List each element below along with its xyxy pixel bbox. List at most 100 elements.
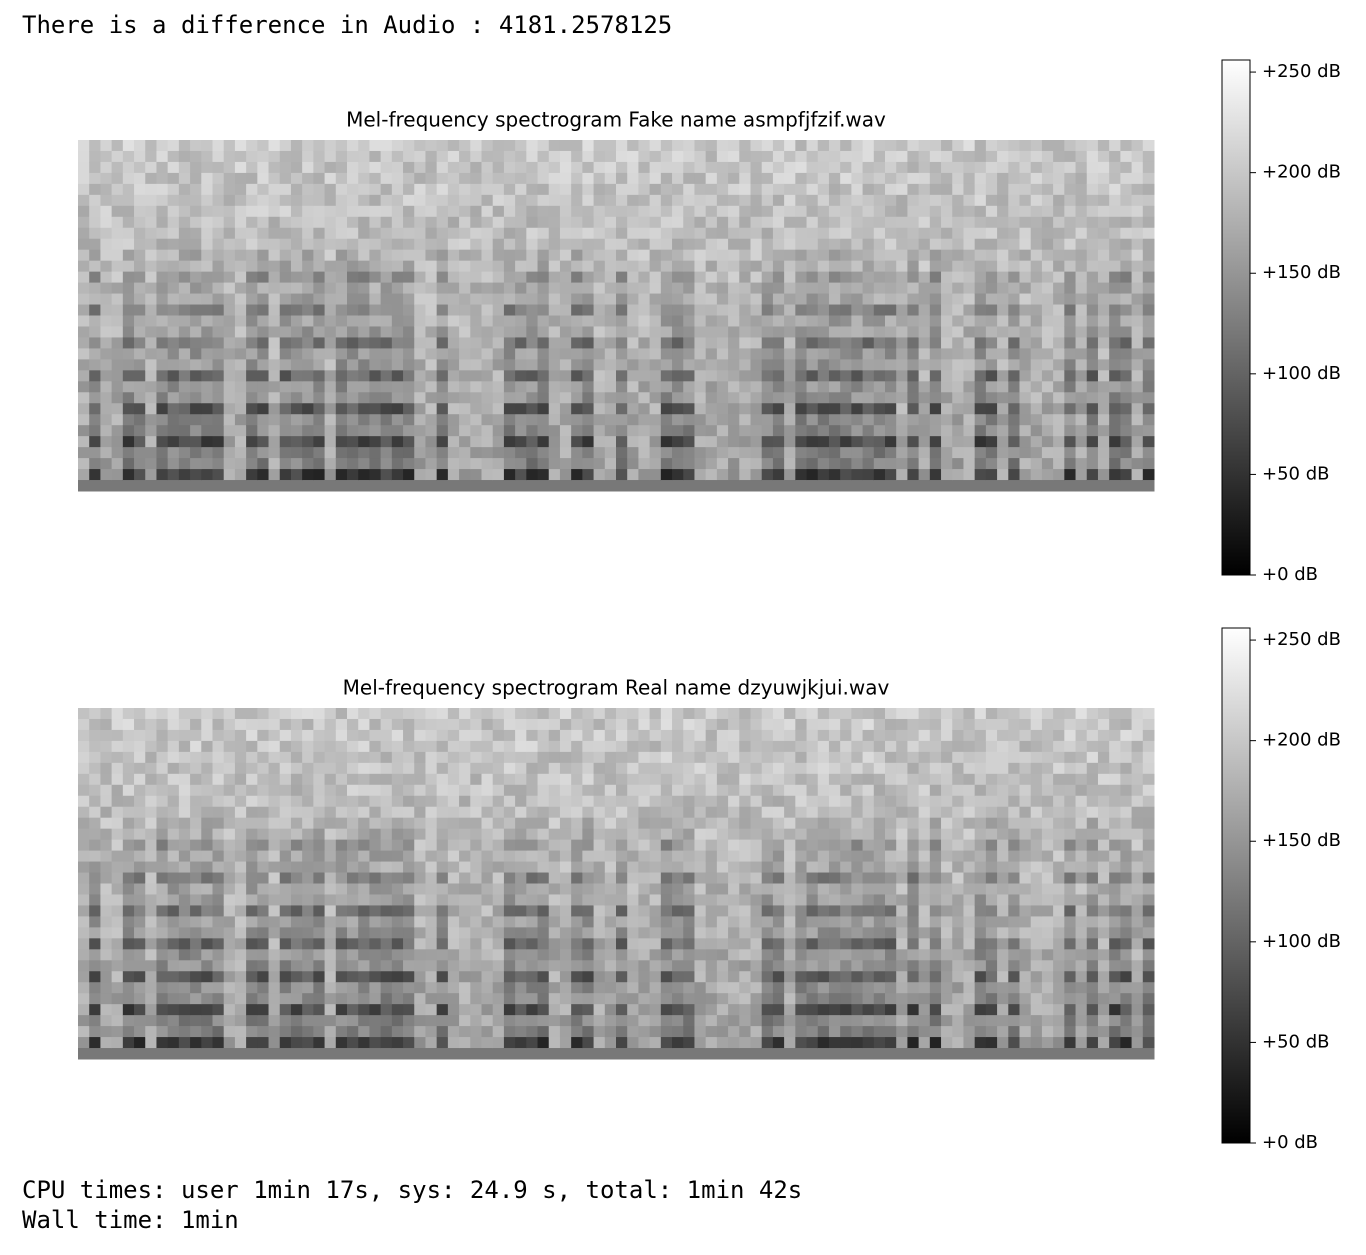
spectrogram-cell [246,316,258,327]
spectrogram-cell [123,873,135,884]
spectrogram-cell [482,162,494,173]
spectrogram-cell [840,250,852,261]
spectrogram-cell [179,239,191,250]
spectrogram-cell [493,763,505,774]
spectrogram-cell [1053,370,1065,381]
spectrogram-cell [638,272,650,283]
spectrogram-cell [616,894,628,905]
spectrogram-cell [1109,195,1121,206]
spectrogram-cell [403,469,415,480]
spectrogram-cell [414,829,426,840]
spectrogram-cell [784,326,796,337]
spectrogram-cell [594,829,606,840]
spectrogram-cell [706,719,718,730]
spectrogram-cell [269,1015,281,1026]
spectrogram-cell [313,283,325,294]
spectrogram-cell [112,938,124,949]
spectrogram-cell [190,905,202,916]
spectrogram-cell [706,469,718,480]
spectrogram-cell [369,763,381,774]
spectrogram-cell [863,184,875,195]
spectrogram-cell [706,195,718,206]
spectrogram-cell [515,971,527,982]
spectrogram-cell [728,228,740,239]
spectrogram-cell [840,425,852,436]
spectrogram-cell [257,217,269,228]
spectrogram-cell [392,414,404,425]
spectrogram-cell [661,272,673,283]
spectrogram-cell [582,425,594,436]
spectrogram-cell [594,708,606,719]
spectrogram-cell [190,348,202,359]
spectrogram-cell [470,993,482,1004]
spectrogram-cell [100,316,112,327]
spectrogram-cell [257,140,269,151]
spectrogram-cell [1020,195,1032,206]
spectrogram-cell [302,818,314,829]
spectrogram-cell [594,993,606,1004]
spectrogram-cell [661,173,673,184]
spectrogram-cell [470,818,482,829]
spectrogram-cell [89,217,101,228]
spectrogram-cell [919,217,931,228]
spectrogram-cell [840,294,852,305]
spectrogram-cell [89,370,101,381]
spectrogram-cell [538,949,550,960]
spectrogram-cell [538,774,550,785]
spectrogram-cell [1064,469,1076,480]
spectrogram-cell [627,359,639,370]
spectrogram-cell [807,261,819,272]
spectrogram-cell [795,326,807,337]
spectrogram-cell [683,993,695,1004]
spectrogram-cell [1008,425,1020,436]
spectrogram-cell [280,425,292,436]
spectrogram-cell [1008,436,1020,447]
spectrogram-cell [392,763,404,774]
spectrogram-cell [100,949,112,960]
spectrogram-cell [313,894,325,905]
spectrogram-cell [515,261,527,272]
spectrogram-cell [493,403,505,414]
spectrogram-cell [89,403,101,414]
spectrogram-cell [493,359,505,370]
spectrogram-cell [627,884,639,895]
spectrogram-cell [381,916,393,927]
spectrogram-cell [638,960,650,971]
spectrogram-cell [885,414,897,425]
spectrogram-cell [1020,348,1032,359]
spectrogram-cell [179,458,191,469]
spectrogram-cell [1109,294,1121,305]
spectrogram-cell [784,414,796,425]
spectrogram-cell [201,719,213,730]
spectrogram-cell [829,447,841,458]
spectrogram-cell [156,818,168,829]
spectrogram-cell [1042,272,1054,283]
spectrogram-cell [605,162,617,173]
spectrogram-cell [358,184,370,195]
spectrogram-cell [403,862,415,873]
spectrogram-cell [1053,458,1065,469]
spectrogram-cell [896,403,908,414]
spectrogram-cell [224,392,236,403]
spectrogram-cell [482,436,494,447]
spectrogram-cell [1042,436,1054,447]
spectrogram [78,140,1155,492]
spectrogram-cell [986,316,998,327]
spectrogram-cell [515,294,527,305]
spectrogram-cell [280,993,292,1004]
spectrogram-cell [168,326,180,337]
spectrogram-cell [526,228,538,239]
spectrogram-cell [190,862,202,873]
spectrogram-cell [784,294,796,305]
spectrogram-cell [907,370,919,381]
spectrogram-cell [482,206,494,217]
spectrogram-cell [605,982,617,993]
spectrogram-cell [280,184,292,195]
spectrogram-cell [459,403,471,414]
spectrogram-cell [795,151,807,162]
spectrogram-cell [706,414,718,425]
spectrogram-cell [325,1048,337,1059]
spectrogram-cell [201,217,213,228]
spectrogram-cell [605,206,617,217]
spectrogram-cell [482,851,494,862]
